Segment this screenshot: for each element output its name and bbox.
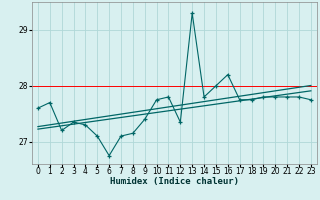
X-axis label: Humidex (Indice chaleur): Humidex (Indice chaleur)	[110, 177, 239, 186]
